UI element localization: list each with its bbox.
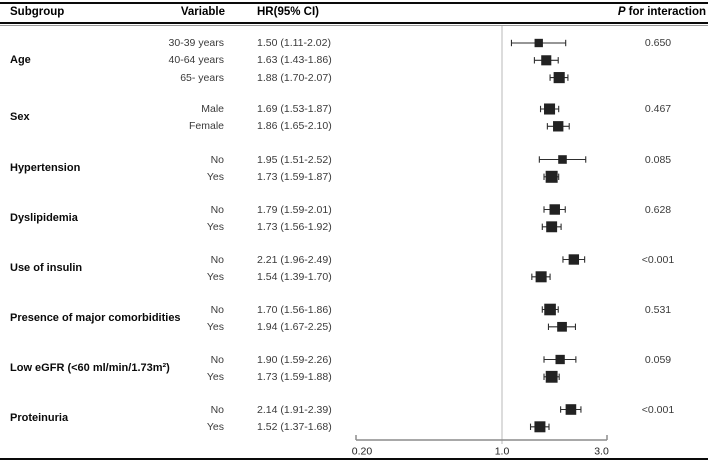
forest-marker: [539, 103, 560, 115]
hr-ci-value: 2.14 (1.91-2.39): [257, 403, 332, 416]
subgroup-label: Presence of major comorbidities: [10, 311, 181, 324]
p-italic-letter: P: [617, 6, 626, 18]
column-header-subgroup: Subgroup: [10, 6, 65, 18]
hr-ci-value: 1.73 (1.59-1.87): [257, 170, 332, 183]
forest-marker: [543, 370, 560, 383]
forest-marker: [560, 404, 582, 415]
forest-marker: [543, 204, 566, 215]
x-axis-tick-label: 0.20: [352, 446, 373, 458]
subgroup-label: Dyslipidemia: [10, 211, 78, 224]
variable-value: Yes: [206, 270, 224, 283]
forest-marker: [543, 354, 577, 365]
variable-value: Yes: [206, 420, 224, 433]
subgroup-label: Hypertension: [10, 161, 81, 174]
forest-marker: [546, 121, 570, 132]
variable-value: Yes: [206, 370, 224, 383]
p-interaction-value: <0.001: [641, 253, 675, 266]
hr-ci-value: 1.79 (1.59-2.01): [257, 203, 332, 216]
p-interaction-value: 0.628: [644, 203, 672, 216]
forest-marker: [541, 303, 559, 316]
variable-value: No: [210, 403, 224, 416]
hr-ci-value: 1.90 (1.59-2.26): [257, 353, 332, 366]
x-axis-tick-label: 1.0: [495, 446, 510, 458]
forest-marker: [543, 170, 560, 183]
forest-marker: [510, 38, 567, 48]
column-header-variable: Variable: [180, 6, 225, 18]
variable-value: No: [210, 153, 224, 166]
forest-marker: [538, 155, 587, 164]
variable-value: 65- years: [180, 71, 224, 84]
variable-value: No: [210, 303, 224, 316]
forest-marker: [533, 55, 559, 66]
hr-ci-value: 1.63 (1.43-1.86): [257, 54, 332, 67]
hr-ci-value: 1.88 (1.70-2.07): [257, 71, 332, 84]
header-separator-line: [0, 22, 708, 24]
hr-ci-value: 1.73 (1.56-1.92): [257, 220, 332, 233]
p-interaction-value: 0.650: [644, 37, 672, 49]
variable-value: Male: [201, 103, 224, 115]
p-interaction-value: 0.531: [644, 303, 672, 316]
hr-ci-value: 1.73 (1.59-1.88): [257, 370, 332, 383]
p-interaction-value: 0.059: [644, 353, 672, 366]
hr-ci-value: 1.50 (1.11-2.02): [257, 37, 331, 49]
hr-ci-value: 1.86 (1.65-2.10): [257, 120, 332, 133]
forest-marker: [549, 72, 569, 84]
column-header-hr-ci: HR(95% CI): [257, 6, 319, 18]
p-interaction-value: 0.085: [644, 153, 672, 166]
x-axis-tick-label: 3.0: [594, 446, 609, 458]
bottom-border-line: [0, 458, 708, 460]
p-interaction-value: <0.001: [641, 403, 675, 416]
top-border-line: [0, 2, 708, 4]
variable-value: No: [210, 203, 224, 216]
variable-value: No: [210, 353, 224, 366]
variable-value: Yes: [206, 170, 224, 183]
p-interaction-value: 0.467: [644, 103, 672, 115]
forest-marker: [547, 321, 577, 332]
subgroup-label: Use of insulin: [10, 261, 83, 274]
forest-marker: [562, 254, 586, 265]
hr-ci-value: 1.70 (1.56-1.86): [257, 303, 332, 316]
header-separator-line-thin: [0, 25, 708, 26]
subgroup-label: Proteinuria: [10, 411, 69, 424]
hr-ci-value: 1.54 (1.39-1.70): [257, 270, 332, 283]
subgroup-label: Low eGFR (<60 ml/min/1.73m²): [10, 361, 170, 374]
hr-ci-value: 1.95 (1.51-2.52): [257, 153, 332, 166]
variable-value: 40-64 years: [168, 54, 224, 67]
variable-value: Yes: [206, 320, 224, 333]
forest-marker: [531, 271, 551, 283]
variable-value: Yes: [206, 220, 224, 233]
column-header-p-interaction: P for interaction: [618, 4, 706, 20]
subgroup-label: Age: [10, 53, 31, 66]
variable-value: 30-39 years: [168, 37, 224, 49]
forest-marker: [541, 221, 562, 233]
hr-ci-value: 1.69 (1.53-1.87): [257, 103, 332, 115]
forest-marker: [529, 421, 550, 433]
subgroup-label: Sex: [10, 111, 30, 124]
variable-value: No: [210, 253, 224, 266]
hr-ci-value: 1.94 (1.67-2.25): [257, 320, 332, 333]
p-header-rest: for interaction: [625, 6, 706, 18]
hr-ci-value: 2.21 (1.96-2.49): [257, 253, 332, 266]
hr-ci-value: 1.52 (1.37-1.68): [257, 420, 332, 433]
variable-value: Female: [188, 120, 224, 133]
